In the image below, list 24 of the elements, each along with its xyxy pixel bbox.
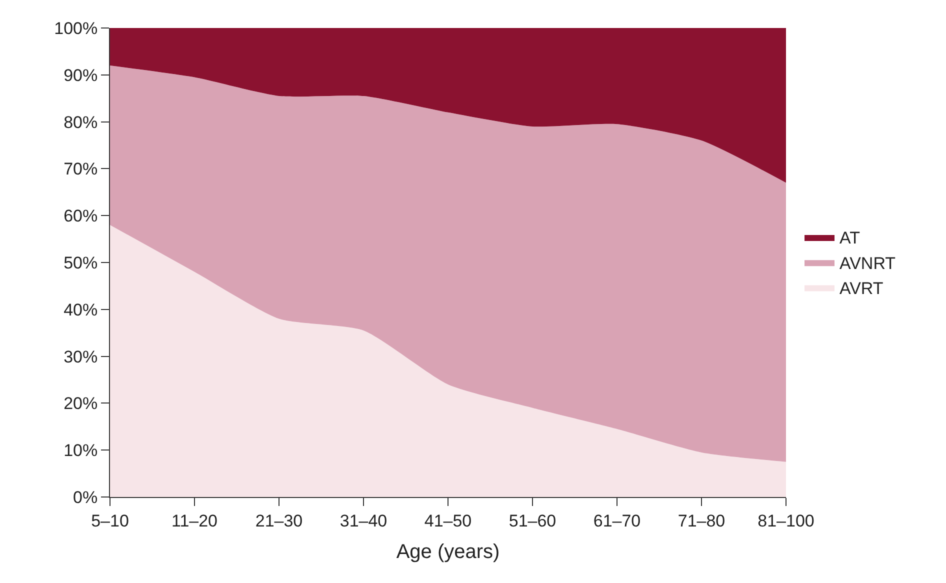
x-tick-label: 71–80 — [678, 511, 726, 530]
x-tick-label: 5–10 — [91, 511, 129, 530]
legend-label: AVNRT — [840, 254, 896, 273]
legend-label: AVRT — [840, 278, 884, 298]
x-axis-title: Age (years) — [396, 540, 500, 563]
y-tick-label: 30% — [64, 347, 98, 366]
y-tick-label: 40% — [64, 300, 98, 320]
y-tick-label: 60% — [64, 206, 98, 226]
x-tick-label: 21–30 — [255, 511, 303, 530]
y-tick-label: 80% — [64, 112, 98, 132]
y-tick-label: 20% — [64, 394, 98, 414]
x-tick-label: 51–60 — [508, 511, 556, 530]
x-tick-label: 81–100 — [758, 511, 814, 530]
y-tick-label: 10% — [64, 441, 98, 460]
y-tick-label: 0% — [73, 488, 98, 507]
x-tick-label: 31–40 — [340, 511, 388, 530]
x-tick-label: 41–50 — [424, 511, 472, 530]
y-tick-label: 100% — [54, 18, 98, 38]
y-tick-label: 70% — [64, 160, 98, 179]
y-tick-label: 50% — [64, 253, 98, 272]
legend-label: AT — [840, 228, 860, 248]
y-tick-label: 90% — [64, 66, 98, 85]
x-tick-label: 11–20 — [171, 511, 218, 530]
x-tick-label: 61–70 — [593, 511, 641, 530]
